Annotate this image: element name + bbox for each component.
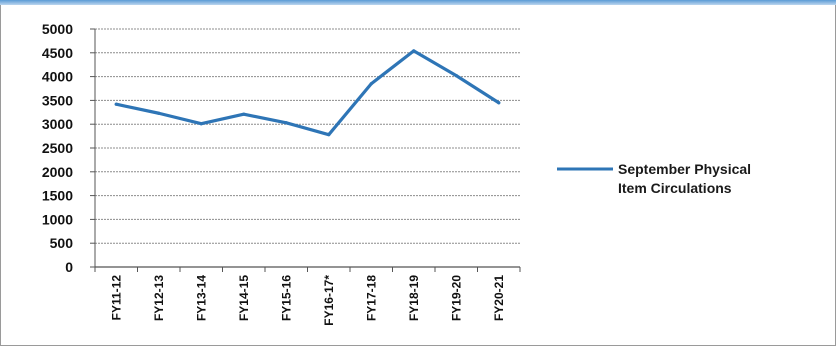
x-axis-ticks: FY11-12 FY12-13 FY13-14 FY14-15 FY15-16 FY16-… (94, 267, 521, 326)
x-tick-label: FY19-20 (449, 275, 463, 321)
x-tick-label: FY17-18 (364, 275, 378, 321)
legend-label-line-2: Item Circulations (618, 180, 732, 196)
y-axis-ticks: 0 500 1000 1500 2000 2500 3000 3500 4000 4500 5000 (42, 21, 95, 275)
x-tick-label: FY12-13 (152, 275, 166, 321)
legend: September Physical Item Circulations (557, 161, 751, 196)
data-point (369, 82, 373, 86)
y-tick-label: 2000 (42, 164, 73, 180)
x-tick-label: FY18-19 (407, 275, 421, 321)
x-tick-label: FY13-14 (194, 275, 208, 321)
x-tick-label: FY14-15 (237, 275, 251, 321)
y-tick-label: 3500 (42, 92, 73, 108)
data-point (199, 122, 203, 126)
y-tick-label: 4000 (42, 69, 73, 85)
y-tick-label: 2500 (42, 140, 73, 156)
y-tick-label: 3000 (42, 116, 73, 132)
data-point (327, 133, 331, 137)
y-tick-label: 4500 (42, 45, 73, 61)
y-tick-label: 500 (50, 235, 74, 251)
gridlines (95, 28, 520, 244)
series-layer (114, 49, 501, 137)
data-point (284, 121, 288, 125)
data-point (114, 102, 118, 106)
data-point (412, 49, 416, 53)
data-point (497, 101, 501, 105)
data-point (454, 74, 458, 78)
x-tick-label: FY15-16 (279, 275, 293, 321)
x-tick-label: FY11-12 (109, 275, 123, 321)
y-tick-label: 5000 (42, 21, 73, 37)
x-tick-label: FY16-17* (322, 275, 336, 326)
data-point (242, 112, 246, 116)
series-line (114, 49, 501, 137)
legend-label-line-1: September Physical (618, 161, 751, 177)
y-tick-label: 1000 (42, 211, 73, 227)
data-point (157, 111, 161, 115)
y-tick-label: 0 (65, 259, 73, 275)
window-top-edge (0, 0, 836, 5)
y-tick-label: 1500 (42, 188, 73, 204)
x-tick-label: FY20-21 (492, 275, 506, 321)
